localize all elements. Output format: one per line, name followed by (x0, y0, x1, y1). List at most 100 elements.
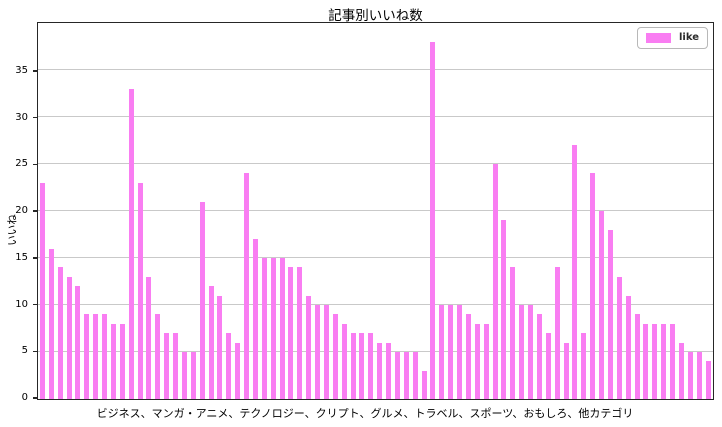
bar-slot (402, 23, 411, 399)
bar-slot (287, 23, 296, 399)
bar (350, 333, 356, 399)
y-tick-label: 15 (15, 251, 28, 263)
bar-slot (704, 23, 713, 399)
bar (93, 314, 99, 399)
y-tick-mark (33, 163, 37, 165)
bar-slot (588, 23, 597, 399)
bar-slot (411, 23, 420, 399)
bar-slot (127, 23, 136, 399)
gridline (38, 257, 713, 258)
bar (545, 333, 551, 399)
bar-slot (180, 23, 189, 399)
bar-slot (295, 23, 304, 399)
bar-slot (207, 23, 216, 399)
bar-slot (74, 23, 83, 399)
bar (687, 352, 693, 399)
y-tick-mark (33, 303, 37, 306)
bar-slot (189, 23, 198, 399)
bar-slot (322, 23, 331, 399)
bar (306, 295, 312, 399)
bar (297, 267, 303, 399)
bar-slot (553, 23, 562, 399)
bar (696, 352, 702, 399)
bar (457, 305, 463, 399)
y-tick-label: 0 (21, 392, 28, 403)
bar (190, 352, 196, 399)
bar-slot (686, 23, 695, 399)
bar-slot (544, 23, 553, 399)
y-tick-mark (33, 257, 37, 259)
bar-slot (464, 23, 473, 399)
bar-slot (251, 23, 260, 399)
bar (208, 286, 214, 399)
bar (394, 352, 400, 399)
gridline (38, 210, 713, 211)
bar-slot (375, 23, 384, 399)
bar-slot (349, 23, 358, 399)
bar-slot (579, 23, 588, 399)
chart-title: 記事別いいね数 (328, 8, 423, 24)
bar-slot (633, 23, 642, 399)
bar-slot (198, 23, 207, 399)
bar (412, 352, 418, 399)
bar-slot (429, 23, 438, 399)
bar-slot (224, 23, 233, 399)
y-tick-mark (33, 210, 37, 212)
bar (75, 286, 81, 399)
bar (554, 267, 560, 399)
bar (607, 229, 613, 399)
bar (119, 323, 125, 399)
bar-slot (109, 23, 118, 399)
bar (146, 276, 152, 399)
bar-slot (340, 23, 349, 399)
bar-slot (695, 23, 704, 399)
bar-slot (242, 23, 251, 399)
bar-slot (571, 23, 580, 399)
bar (377, 342, 383, 399)
bar-slot (136, 23, 145, 399)
bar (279, 258, 285, 399)
y-tick-mark (33, 397, 37, 399)
bar (261, 258, 267, 399)
gridline (38, 116, 713, 117)
gridline (38, 351, 713, 352)
bar-slot (624, 23, 633, 399)
bar-slot (677, 23, 686, 399)
legend-label: like (678, 32, 699, 43)
bar (563, 342, 569, 399)
bar (678, 342, 684, 399)
bar (137, 182, 143, 399)
bar (670, 323, 676, 399)
bar (48, 248, 54, 399)
bar-slot (82, 23, 91, 399)
bar (217, 295, 223, 399)
bar-slot (482, 23, 491, 399)
bar-slot (615, 23, 624, 399)
bar-slot (473, 23, 482, 399)
bar-slot (216, 23, 225, 399)
gridline (38, 163, 713, 164)
bar (581, 333, 587, 399)
bar (599, 211, 605, 399)
bar (421, 370, 427, 399)
bar-slot (56, 23, 65, 399)
bar (155, 314, 161, 399)
bar (590, 173, 596, 399)
plot-area: like (37, 22, 714, 400)
bar (474, 323, 480, 399)
bar (57, 267, 63, 399)
bar (652, 323, 658, 399)
bar (199, 201, 205, 399)
bar (66, 276, 72, 399)
y-tick-mark (33, 70, 37, 72)
y-tick-label: 30 (15, 111, 28, 123)
bar-slot (384, 23, 393, 399)
bar (332, 314, 338, 399)
bar-slot (491, 23, 500, 399)
bar (386, 342, 392, 399)
bar-slot (47, 23, 56, 399)
legend-swatch (645, 33, 671, 43)
bar (235, 342, 241, 399)
bar-slot (260, 23, 269, 399)
